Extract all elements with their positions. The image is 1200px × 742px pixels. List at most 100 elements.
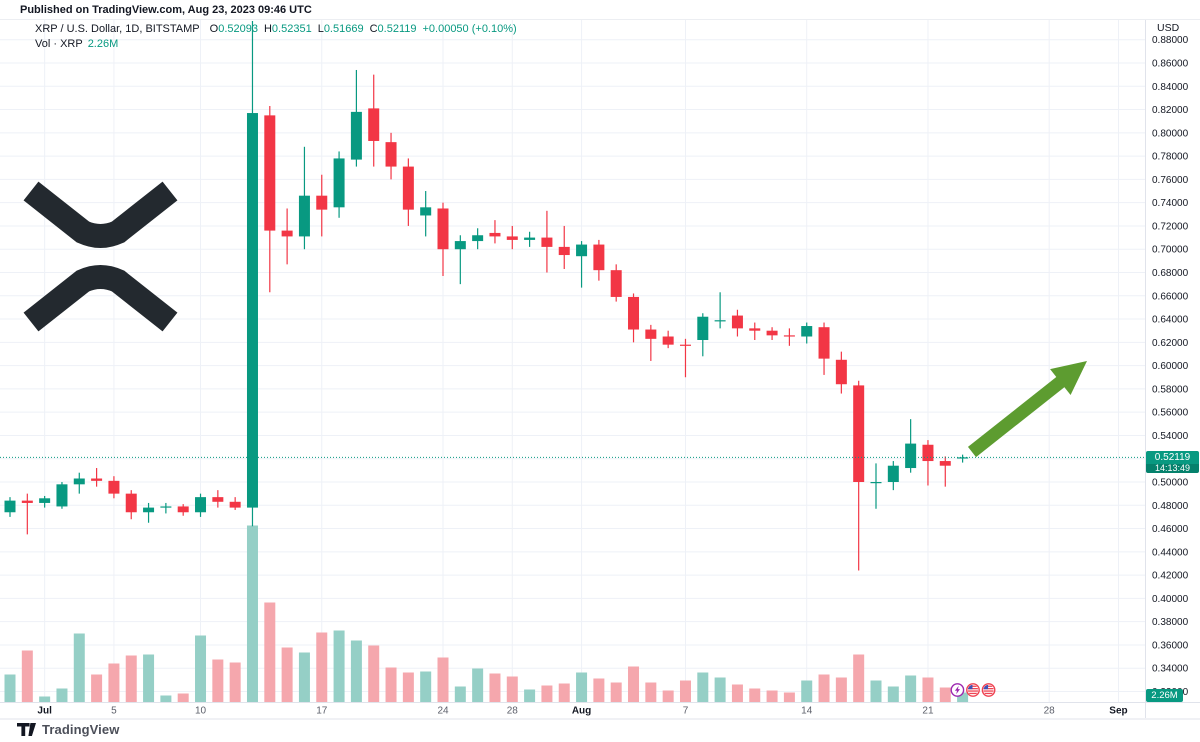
price-axis-label: 0.70000 (1152, 245, 1189, 256)
candle-body (818, 327, 830, 359)
price-axis-label: 0.64000 (1152, 315, 1189, 326)
candle-body (143, 507, 155, 513)
tradingview-footer[interactable]: TradingView (17, 722, 119, 737)
flag-stripe (967, 690, 979, 692)
candle-body (402, 166, 414, 210)
us-flag-event-icon[interactable] (981, 683, 996, 697)
volume-bar (91, 674, 103, 703)
price-axis-label: 0.66000 (1152, 291, 1189, 302)
volume-bar (350, 640, 362, 703)
candle-body (420, 207, 432, 216)
volume-bar (818, 674, 830, 703)
candle-body (246, 113, 258, 508)
legend-row-volume: Vol · XRP 2.26M (35, 37, 517, 52)
flag-canton (967, 684, 973, 690)
volume-bar (870, 680, 882, 703)
volume-bar (39, 696, 51, 703)
time-axis-label: 17 (316, 706, 328, 717)
overlay-layer (0, 361, 1145, 697)
tradingview-brand-text[interactable]: TradingView (42, 722, 120, 737)
candle-body (350, 111, 362, 160)
volume-bar (489, 673, 501, 703)
candle-body (368, 108, 380, 141)
price-axis-label: 0.40000 (1152, 594, 1189, 605)
volume-bar (195, 635, 207, 703)
flash-event-icon[interactable] (950, 683, 965, 697)
volume-bar (143, 654, 155, 703)
flag-stripe (967, 692, 979, 695)
volume-bar (437, 657, 449, 703)
volume-bar (731, 684, 743, 703)
candle-body (593, 244, 605, 271)
time-axis-label: 28 (1044, 706, 1056, 717)
volume-bar (714, 677, 726, 703)
candle-body (489, 232, 501, 237)
candle-body (298, 195, 310, 237)
up-arrow-shaft (967, 373, 1070, 458)
candle-body (905, 443, 917, 469)
candle-body (264, 115, 276, 231)
high-label: H (263, 23, 272, 35)
price-axis-label: 0.38000 (1152, 617, 1189, 628)
volume-bar (177, 693, 189, 703)
time-axis-label: Jul (37, 706, 52, 717)
candle-body (679, 344, 691, 346)
candle-body (177, 506, 189, 513)
us-flag-event-icon[interactable] (966, 683, 980, 697)
candle-body (212, 497, 224, 502)
low-value: 0.51669 (323, 23, 364, 35)
volume-bar (4, 674, 16, 703)
flag-stripe (983, 692, 994, 695)
candle-body (506, 236, 518, 240)
volume-badge: 2.26M (1146, 689, 1183, 702)
candle-body (73, 478, 85, 485)
low-label: L (317, 23, 324, 35)
flag-stripe (983, 690, 994, 692)
candle-body (558, 246, 570, 256)
volume-bar (21, 650, 33, 703)
header-separator (0, 19, 1200, 20)
candle-body (125, 493, 137, 513)
xrp-logo-top (23, 181, 178, 248)
time-axis-label: Sep (1109, 706, 1127, 717)
candle-body (333, 158, 345, 208)
volume-bar (853, 654, 865, 703)
price-axis-label: 0.86000 (1152, 58, 1189, 69)
flag-stripe (967, 688, 979, 690)
time-axis-label: 10 (195, 706, 207, 717)
price-axis-label: 0.72000 (1152, 221, 1189, 232)
price-axis-label: 0.62000 (1152, 338, 1189, 349)
volume-value: 2.26M (87, 38, 119, 50)
last-price-value: 0.52119 (1146, 451, 1199, 464)
candle-body (801, 326, 813, 337)
time-axis-label: 24 (437, 706, 449, 717)
time-axis-label: 7 (683, 706, 689, 717)
volume-bar (922, 677, 934, 703)
price-axis-label: 0.42000 (1152, 571, 1189, 582)
volume-bar (454, 686, 466, 703)
volume-bar (420, 671, 432, 703)
candle-body (21, 500, 33, 503)
candle-body (541, 237, 553, 247)
price-axis-label: 0.78000 (1152, 152, 1189, 163)
published-caption: Published on TradingView.com, Aug 23, 20… (20, 4, 312, 16)
volume-bar (385, 667, 397, 703)
candle-body (835, 359, 847, 385)
volume-bar (298, 652, 310, 703)
candle-body (160, 506, 172, 508)
candle-body (697, 316, 709, 341)
candle-body (887, 465, 899, 482)
tradingview-logo-icon[interactable] (17, 722, 36, 737)
candle-body (766, 330, 778, 336)
volume-bar (229, 662, 241, 703)
candle-body (957, 457, 969, 459)
volume-bar (628, 666, 640, 703)
price-axis-label: 0.60000 (1152, 361, 1189, 372)
xrp-logo-bottom (23, 265, 178, 332)
legend-row-symbol: XRP / U.S. Dollar, 1D, BITSTAMP O0.52093 H… (35, 22, 517, 37)
volume-bar (368, 645, 380, 703)
close-label: C (369, 23, 378, 35)
price-axis-label: 0.36000 (1152, 640, 1189, 651)
candle-body (91, 478, 103, 481)
